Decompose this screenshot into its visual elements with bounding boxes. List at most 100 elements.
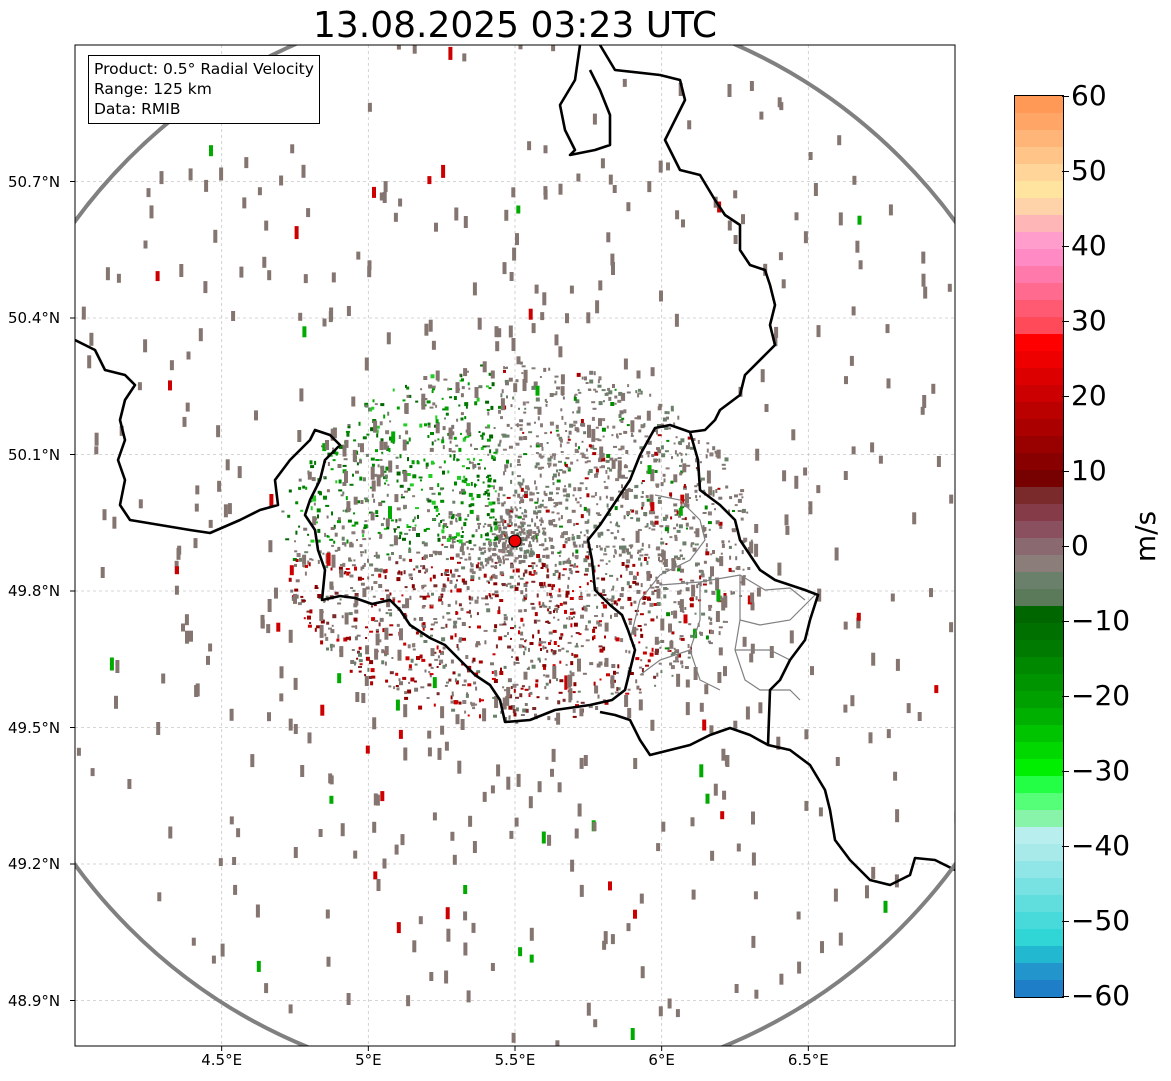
- echo-pixel: [470, 614, 472, 618]
- echo-pixel: [661, 821, 666, 832]
- echo-pixel: [816, 325, 821, 338]
- echo-pixel: [679, 635, 684, 638]
- echo-pixel: [647, 454, 650, 458]
- echo-pixel: [421, 541, 425, 545]
- echo-pixel: [521, 536, 525, 540]
- echo-pixel: [383, 470, 387, 473]
- echo-pixel: [517, 475, 521, 478]
- echo-pixel: [658, 560, 663, 563]
- echo-pixel: [641, 542, 644, 547]
- echo-pixel: [383, 441, 388, 450]
- echo-pixel: [968, 523, 972, 533]
- echo-pixel: [217, 480, 222, 492]
- echo-pixel: [342, 464, 347, 467]
- echo-pixel: [539, 473, 542, 478]
- echo-pixel: [137, 382, 142, 391]
- echo-pixel: [392, 388, 395, 392]
- echo-pixel: [702, 525, 705, 529]
- echo-pixel: [307, 732, 312, 744]
- echo-pixel: [654, 429, 658, 433]
- echo-pixel: [534, 421, 536, 424]
- echo-pixel: [635, 657, 640, 661]
- echo-pixel: [526, 667, 530, 670]
- echo-pixel: [716, 589, 721, 602]
- echo-pixel: [478, 385, 483, 389]
- echo-pixel: [513, 712, 517, 717]
- echo-pixel: [276, 622, 281, 632]
- echo-pixel: [559, 438, 563, 443]
- echo-pixel: [530, 536, 533, 539]
- echo-pixel: [557, 605, 560, 608]
- echo-pixel: [374, 567, 379, 572]
- echo-pixel: [462, 437, 466, 442]
- echo-pixel: [497, 443, 501, 447]
- echo-pixel: [638, 691, 642, 694]
- echo-pixel: [408, 573, 413, 577]
- echo-pixel: [583, 573, 588, 576]
- echo-pixel: [447, 618, 452, 621]
- echo-pixel: [465, 541, 470, 543]
- echo-pixel: [541, 446, 544, 451]
- echo-pixel: [421, 622, 424, 627]
- echo-pixel: [525, 587, 528, 592]
- echo-pixel: [624, 489, 629, 500]
- echo-pixel: [471, 571, 476, 575]
- echo-pixel: [397, 600, 401, 603]
- echo-pixel: [329, 581, 334, 590]
- echo-pixel: [534, 501, 539, 504]
- echo-pixel: [412, 495, 416, 498]
- echo-pixel: [568, 699, 572, 703]
- echo-pixel: [523, 528, 526, 532]
- echo-pixel: [490, 541, 493, 546]
- echo-pixel: [456, 611, 459, 615]
- echo-pixel: [641, 491, 644, 494]
- echo-pixel: [486, 438, 491, 442]
- echo-pixel: [407, 644, 411, 649]
- echo-pixel: [423, 565, 426, 569]
- echo-pixel: [678, 515, 681, 518]
- echo-pixel: [507, 554, 511, 557]
- echo-pixel: [438, 663, 441, 665]
- echo-pixel: [676, 453, 679, 457]
- echo-pixel: [511, 585, 514, 589]
- echo-pixel: [611, 588, 614, 591]
- echo-pixel: [518, 560, 522, 565]
- echo-pixel: [448, 427, 453, 440]
- echo-pixel: [521, 559, 526, 563]
- echo-pixel: [548, 592, 552, 596]
- echo-pixel: [237, 466, 242, 479]
- echo-pixel: [689, 603, 694, 608]
- echo-pixel: [357, 500, 361, 504]
- echo-pixel: [734, 494, 738, 498]
- echo-pixel: [565, 590, 570, 595]
- echo-pixel: [596, 605, 599, 609]
- echo-pixel: [735, 556, 738, 561]
- echo-pixel: [479, 459, 483, 462]
- echo-pixel: [482, 361, 487, 373]
- echo-pixel: [514, 557, 519, 560]
- echo-pixel: [650, 367, 655, 377]
- echo-pixel: [617, 599, 621, 602]
- echo-pixel: [457, 617, 462, 620]
- echo-pixel: [468, 387, 471, 390]
- echo-pixel: [225, 459, 230, 471]
- echo-pixel: [498, 409, 501, 414]
- echo-pixel: [453, 621, 457, 626]
- echo-pixel: [510, 686, 513, 689]
- echo-pixel: [673, 610, 678, 619]
- colorbar-unit-label: m/s: [1129, 510, 1163, 563]
- echo-pixel: [412, 474, 417, 479]
- echo-pixel: [493, 714, 497, 718]
- echo-pixel: [579, 757, 584, 769]
- echo-pixel: [599, 620, 602, 623]
- echo-pixel: [545, 564, 549, 569]
- echo-pixel: [472, 282, 477, 296]
- echo-pixel: [514, 586, 519, 591]
- echo-pixel: [720, 552, 723, 555]
- echo-pixel: [503, 621, 506, 626]
- echo-pixel: [452, 671, 456, 675]
- echo-pixel: [425, 462, 429, 467]
- echo-pixel: [376, 425, 380, 429]
- echo-pixel: [522, 538, 526, 541]
- echo-pixel: [451, 513, 455, 518]
